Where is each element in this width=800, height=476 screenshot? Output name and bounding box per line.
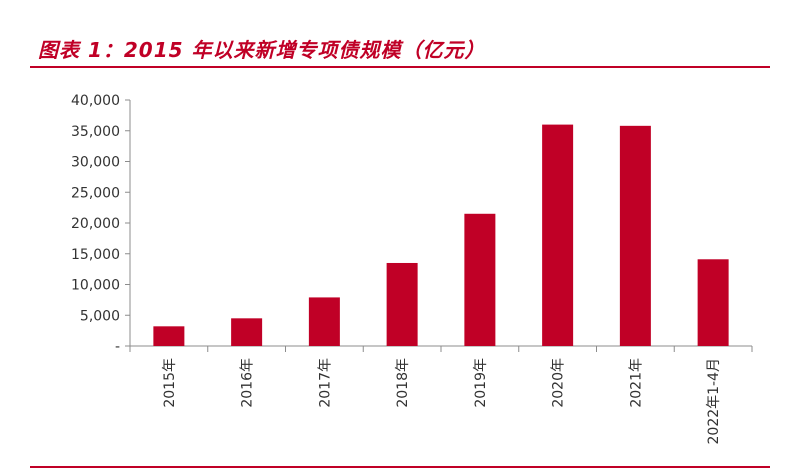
x-category-label: 2020年 <box>551 358 567 408</box>
x-category-label: 2017年 <box>317 358 333 408</box>
title-divider <box>30 66 770 68</box>
y-tick-label: 10,000 <box>71 278 120 294</box>
x-category-label: 2016年 <box>240 358 256 408</box>
y-tick-label: 35,000 <box>71 124 120 140</box>
x-category-label: 2018年 <box>395 358 411 408</box>
y-tick-label: - <box>115 339 120 355</box>
bar <box>231 318 263 346</box>
figure-title-bar: 图表 1：2015 年以来新增专项债规模（亿元） <box>30 28 770 68</box>
x-category-label: 2022年1-4月 <box>706 358 722 445</box>
y-tick-label: 30,000 <box>71 155 120 171</box>
bar <box>386 262 418 346</box>
bar <box>153 326 185 346</box>
x-category-label: 2019年 <box>473 358 489 408</box>
y-tick-label: 25,000 <box>71 185 120 201</box>
y-tick-label: 20,000 <box>71 216 120 232</box>
bar <box>308 297 340 346</box>
bar <box>697 259 729 346</box>
x-category-label: 2021年 <box>628 358 644 408</box>
bar <box>619 125 651 346</box>
y-tick-label: 5,000 <box>80 308 120 324</box>
x-category-label: 2015年 <box>162 358 178 408</box>
bar <box>464 213 496 346</box>
footer-divider <box>30 466 770 468</box>
y-tick-label: 40,000 <box>71 93 120 109</box>
y-tick-label: 15,000 <box>71 247 120 263</box>
bar <box>542 124 574 346</box>
chart-title: 图表 1：2015 年以来新增专项债规模（亿元） <box>38 38 486 62</box>
